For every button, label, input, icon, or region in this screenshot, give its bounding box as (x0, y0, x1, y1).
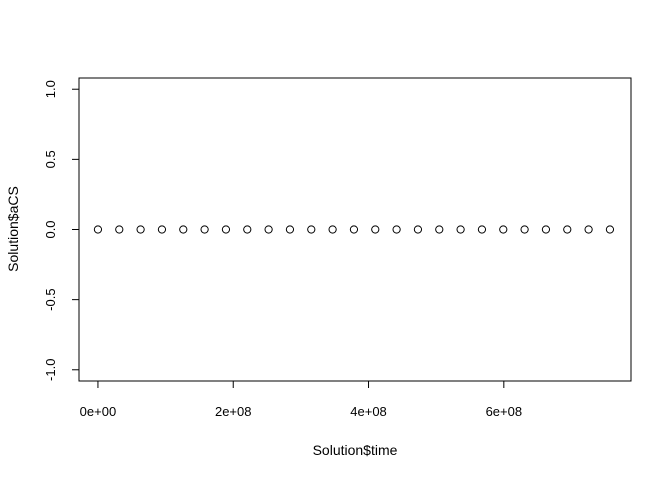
data-point (264, 225, 273, 234)
data-point (115, 225, 124, 234)
data-point (157, 225, 167, 234)
x-tick-label: 2e+08 (215, 404, 252, 419)
data-point (541, 225, 551, 234)
data-point (477, 225, 487, 234)
x-axis: 0e+00 2e+08 4e+08 6e+08 (80, 380, 523, 419)
data-point (371, 225, 380, 234)
data-point (499, 225, 508, 234)
data-points (93, 225, 615, 234)
data-point (93, 225, 103, 234)
data-point (285, 225, 295, 234)
data-point (328, 225, 337, 234)
data-point (456, 225, 465, 234)
data-point (435, 225, 444, 234)
x-tick-label: 6e+08 (486, 404, 523, 419)
data-point (584, 225, 593, 234)
y-tick-label: 0.0 (43, 220, 58, 238)
y-tick-label: -0.5 (43, 288, 58, 310)
x-tick-label: 4e+08 (350, 404, 387, 419)
y-axis-label: Solution$aCS (5, 186, 21, 272)
data-point (221, 225, 231, 234)
y-tick-label: 1.0 (43, 80, 58, 98)
data-point (605, 225, 615, 234)
data-point (349, 225, 359, 234)
data-point (563, 225, 572, 234)
x-tick-label: 0e+00 (80, 404, 117, 419)
data-point (179, 225, 188, 234)
y-tick-label: -1.0 (43, 359, 58, 381)
data-point (520, 225, 529, 234)
data-point (307, 225, 316, 234)
plot-frame (78, 77, 632, 382)
data-point (413, 225, 423, 234)
y-tick-label: 0.5 (43, 150, 58, 168)
data-point (392, 225, 401, 234)
data-point (136, 225, 145, 234)
data-point (243, 225, 252, 234)
x-axis-label: Solution$time (313, 442, 398, 458)
data-point (200, 225, 209, 234)
y-axis: -1.0 -0.5 0.0 0.5 1.0 (43, 80, 80, 381)
